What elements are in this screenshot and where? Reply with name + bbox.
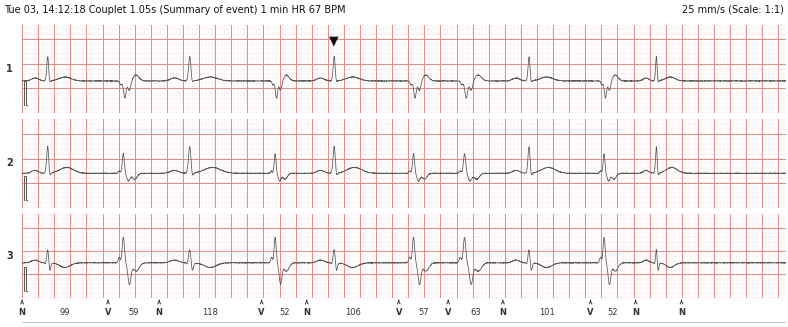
Text: 99: 99 — [60, 308, 70, 318]
Text: 57: 57 — [418, 308, 429, 318]
Text: 1: 1 — [6, 64, 13, 74]
Text: Tue 03, 14:12:18 Couplet 1.05s (Summary of event) 1 min HR 67 BPM: Tue 03, 14:12:18 Couplet 1.05s (Summary … — [4, 5, 346, 15]
Text: N: N — [156, 308, 162, 318]
Text: V: V — [258, 308, 265, 318]
Text: 106: 106 — [345, 308, 361, 318]
Text: N: N — [500, 308, 507, 318]
Text: N: N — [678, 308, 685, 318]
Text: 52: 52 — [608, 308, 619, 318]
Text: 3: 3 — [6, 251, 13, 261]
Text: V: V — [105, 308, 111, 318]
Text: V: V — [445, 308, 452, 318]
Text: 25 mm/s (Scale: 1:1): 25 mm/s (Scale: 1:1) — [682, 5, 784, 15]
Text: ▼: ▼ — [329, 34, 339, 47]
Text: V: V — [396, 308, 402, 318]
Text: 101: 101 — [539, 308, 555, 318]
Text: 118: 118 — [203, 308, 218, 318]
Text: N: N — [632, 308, 639, 318]
Text: V: V — [587, 308, 594, 318]
Text: 52: 52 — [279, 308, 289, 318]
Text: 63: 63 — [470, 308, 481, 318]
Text: N: N — [303, 308, 310, 318]
Text: N: N — [19, 308, 25, 318]
Text: 2: 2 — [6, 159, 13, 168]
Text: 59: 59 — [128, 308, 139, 318]
